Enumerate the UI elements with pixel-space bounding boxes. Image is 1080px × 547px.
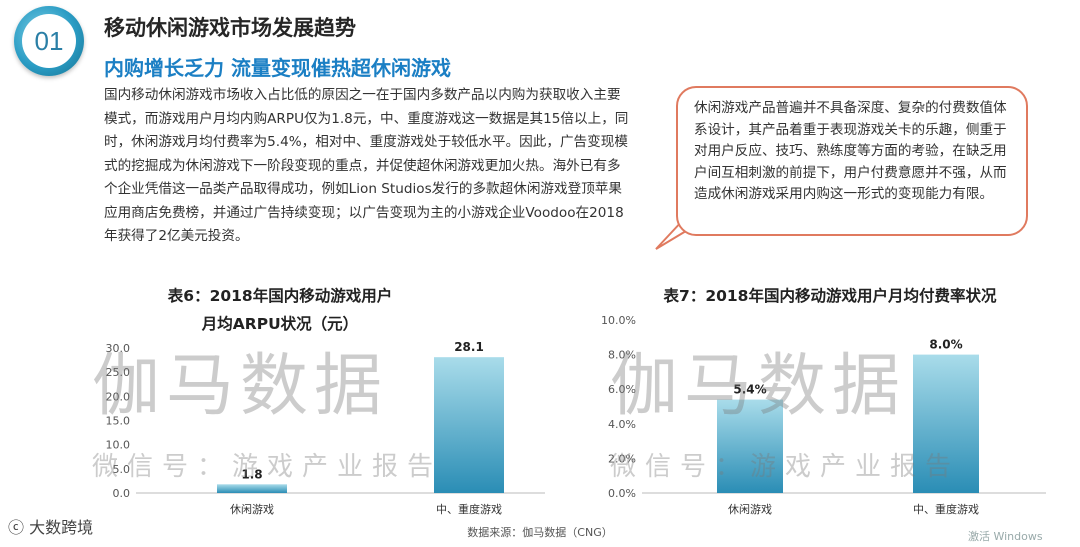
section-number: 01 <box>34 26 64 56</box>
logo-text: 大数跨境 <box>29 518 94 537</box>
page-title: 移动休闲游戏市场发展趋势 <box>104 16 356 40</box>
page-subtitle: 内购增长乏力 流量变现催热超休闲游戏 <box>104 56 451 80</box>
chart6-ytick-label: 30.0 <box>106 342 131 355</box>
callout-box: 休闲游戏产品普遍并不具备深度、复杂的付费数值体系设计，其产品着重于表现游戏关卡的… <box>676 86 1028 236</box>
chart6-category-label: 休闲游戏 <box>230 502 274 516</box>
watermark-left-sub: 微信号：游戏产业报告 <box>92 452 443 482</box>
chart6-category-label: 中、重度游戏 <box>436 502 502 516</box>
chart7-ytick-label: 8.0% <box>608 349 636 362</box>
chart7-ytick-label: 0.0% <box>608 487 636 500</box>
chart7-category-label: 中、重度游戏 <box>913 502 979 516</box>
chart7-title: 表7：2018年国内移动游戏用户月均付费率状况 <box>663 287 997 305</box>
watermark-right: 伽马数据 <box>610 347 907 426</box>
chart6-data-label: 28.1 <box>454 340 484 354</box>
chart6-ytick-label: 15.0 <box>106 415 131 428</box>
chart6-ytick-label: 20.0 <box>106 390 131 403</box>
brand-logo: ⓒ 大数跨境 <box>8 514 93 538</box>
chart6-title: 表6：2018年国内移动游戏用户 <box>167 287 393 305</box>
chart6-bar <box>217 484 287 493</box>
os-activation-note: 激活 Windows <box>968 530 1043 543</box>
chart6-ytick-label: 25.0 <box>106 366 131 379</box>
chart7-bar <box>913 354 979 493</box>
chart6-ytick-label: 5.0 <box>113 463 131 476</box>
chart7-ytick-label: 10.0% <box>601 314 636 327</box>
chart7-ytick-label: 2.0% <box>608 452 636 465</box>
chart6-ytick-label: 10.0 <box>106 439 131 452</box>
chart6-plot: 0.0 5.0 10.0 15.0 20.0 25.0 30.0 1.8 休闲游戏 28.1 中、重… <box>106 340 545 516</box>
body-paragraph: 国内移动休闲游戏市场收入占比低的原因之一在于国内多数产品以内购为获取收入主要模式… <box>104 87 629 244</box>
chart6-subtitle: 月均ARPU状况（元） <box>201 315 359 333</box>
chart7-ytick-label: 6.0% <box>608 383 636 396</box>
chart6-bar <box>434 357 504 493</box>
chart7-data-label: 8.0% <box>929 338 962 352</box>
chart7-plot: 0.0% 2.0% 4.0% 6.0% 8.0% 10.0% 5.4% 休闲游戏 8.0% 中、重… <box>601 314 1046 516</box>
chart6-data-label: 1.8 <box>241 467 262 481</box>
section-badge: 01 <box>14 6 84 76</box>
chart6-ytick-label: 0.0 <box>113 487 131 500</box>
chart7-category-label: 休闲游戏 <box>728 502 772 516</box>
watermark-right-sub: 微信号：游戏产业报告 <box>610 452 961 482</box>
badge-inner <box>22 14 76 68</box>
data-source: 数据来源：伽马数据（CNG） <box>467 526 613 539</box>
chart7-ytick-label: 4.0% <box>608 418 636 431</box>
chart7-bar <box>717 399 783 493</box>
logo-icon: ⓒ <box>8 518 25 537</box>
chart7-data-label: 5.4% <box>733 383 766 397</box>
watermark-left: 伽马数据 <box>92 347 389 426</box>
